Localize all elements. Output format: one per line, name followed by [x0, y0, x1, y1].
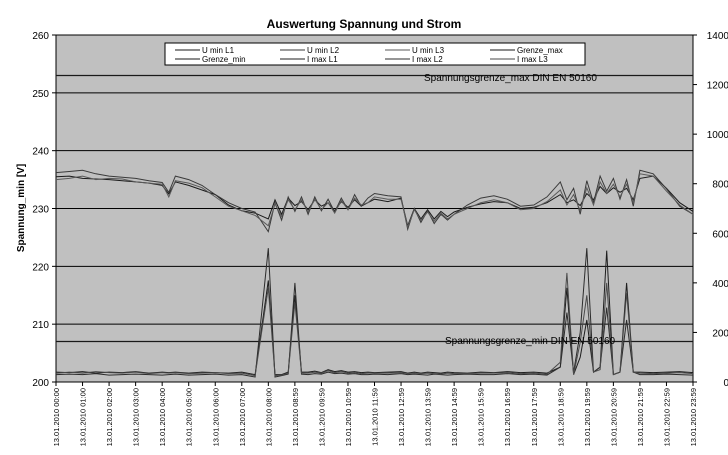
x-tick-label: 13.01.2010 11:59: [371, 388, 380, 446]
x-tick-label: 13.01.2010 02:00: [105, 388, 114, 446]
x-tick-label: 13.01.2010 18:59: [556, 388, 565, 446]
legend-label: U min L2: [307, 46, 340, 55]
series-lines: [55, 169, 694, 378]
series-line: [55, 248, 694, 378]
x-tick-label: 13.01.2010 04:00: [158, 388, 167, 446]
y2-tick-label: 600: [712, 229, 728, 240]
legend: U min L1 U min L2 U min L3 Grenze_max Grenze…: [164, 42, 586, 66]
y-tick-label: 200: [32, 378, 49, 389]
y-tick-label: 230: [32, 205, 49, 216]
x-tick-label: 13.01.2010 08:00: [264, 388, 273, 446]
y2-tick-label: 0: [723, 378, 728, 389]
y2-tick-label: 800: [712, 180, 728, 191]
y2-tick-label: 400: [712, 279, 728, 290]
x-tick-label: 13.01.2010 00:00: [52, 388, 61, 446]
x-tick-label: 13.01.2010 20:59: [609, 388, 618, 446]
y-tick-label: 240: [32, 147, 49, 158]
x-tick-label: 13.01.2010 16:59: [503, 388, 512, 446]
legend-label: I max L3: [517, 55, 548, 64]
y-axis-label: Spannung_min [V]: [16, 164, 27, 252]
x-tick-label: 13.01.2010 14:59: [450, 388, 459, 446]
y2-tick-label: 1000: [707, 130, 728, 141]
x-tick-label: 13.01.2010 09:59: [317, 388, 326, 446]
x-tick-label: 13.01.2010 01:00: [79, 388, 88, 446]
limit-max-label: Spannungsgrenze_max DIN EN 50160: [424, 73, 597, 84]
x-tick-label: 13.01.2010 07:00: [238, 388, 247, 446]
series-line: [55, 173, 694, 229]
x-tick-label: 13.01.2010 10:59: [344, 388, 353, 446]
series-line: [55, 169, 694, 233]
x-tick-label: 13.01.2010 17:59: [530, 388, 539, 446]
y2-tick-label: 200: [712, 328, 728, 339]
y2-tick-label: 1400: [707, 31, 728, 42]
x-tick-label: 13.01.2010 08:59: [291, 388, 300, 446]
chart-title: Auswertung Spannung und Strom: [267, 17, 462, 31]
y-tick-label: 260: [32, 31, 49, 42]
legend-label: Grenze_max: [517, 46, 563, 55]
x-tick-label: 13.01.2010 12:59: [397, 388, 406, 446]
legend-label: Grenze_min: [202, 55, 246, 64]
limit-min-label: Spannungsgrenze_min DIN EN 50160: [445, 336, 616, 347]
limit-lines: [56, 74, 693, 343]
x-tick-label: 13.01.2010 03:00: [132, 388, 141, 446]
x-tick-label: 13.01.2010 21:59: [636, 388, 645, 446]
x-axis: 13.01.2010 00:00 13.01.2010 01:00 13.01.20…: [52, 382, 698, 446]
y-tick-label: 220: [32, 262, 49, 273]
legend-label: U min L3: [412, 46, 445, 55]
legend-label: U min L1: [202, 46, 235, 55]
y-tick-label: 250: [32, 89, 49, 100]
x-tick-label: 13.01.2010 13:59: [424, 388, 433, 446]
x-tick-label: 13.01.2010 23:59: [689, 388, 698, 446]
x-tick-label: 13.01.2010 06:00: [211, 388, 220, 446]
series-line: [55, 272, 694, 377]
x-tick-label: 13.01.2010 15:59: [477, 388, 486, 446]
x-tick-label: 13.01.2010 05:00: [185, 388, 194, 446]
x-tick-label: 13.01.2010 22:59: [662, 388, 671, 446]
x-tick-label: 13.01.2010 19:59: [583, 388, 592, 446]
left-axis: 200 210 220 230 240 250 260: [32, 31, 56, 389]
right-axis: 0 200 400 600 800 1000 1200 1400: [693, 31, 728, 389]
y2-tick-label: 1200: [707, 81, 728, 92]
legend-label: I max L1: [307, 55, 338, 64]
y-tick-label: 210: [32, 320, 49, 331]
legend-label: I max L2: [412, 55, 443, 64]
legend-box: [164, 42, 586, 66]
